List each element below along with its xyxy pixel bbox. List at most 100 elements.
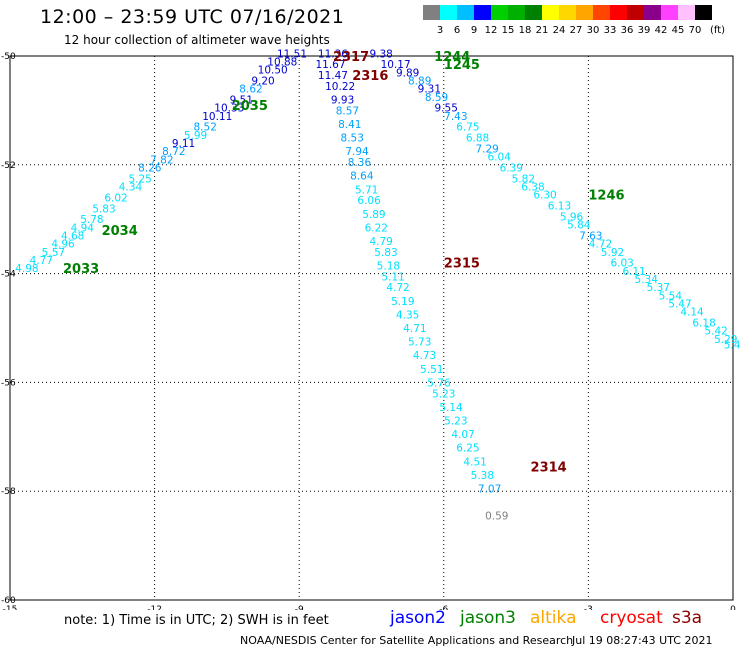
swh-value: 4.72: [386, 282, 409, 294]
colorbar-label: 33: [604, 25, 617, 36]
swh-value: 9.55: [435, 103, 458, 115]
footer-credit: NOAA/NESDIS Center for Satellite Applica…: [240, 634, 574, 647]
swh-value: 9.20: [251, 75, 274, 87]
swh-value: 9.31: [418, 84, 441, 96]
page-title: 12:00 – 23:59 UTC 07/16/2021: [40, 6, 345, 28]
swh-value: 5.34: [635, 274, 659, 286]
swh-value: 8.59: [425, 92, 448, 104]
swh-value: 4.72: [589, 239, 612, 251]
track-time-label: 1244: [434, 50, 470, 65]
swh-value: 7.63: [579, 231, 602, 243]
track-time-label: 2317: [333, 50, 369, 65]
y-tick-label: -54: [1, 270, 16, 280]
swh-value: 5.96: [560, 211, 584, 223]
swh-value: 5.92: [601, 247, 624, 259]
swh-value: 8.62: [239, 84, 262, 96]
swh-value: 5.14: [439, 402, 463, 414]
colorbar-swatch: [627, 5, 644, 20]
swh-value: 5.83: [374, 247, 397, 259]
swh-value: 6.06: [357, 195, 381, 207]
swh-value: 5.18: [377, 260, 400, 272]
track-time-label: 2035: [232, 99, 268, 114]
legend-s3a: s3a: [672, 608, 703, 628]
swh-value: 8.64: [350, 171, 374, 183]
swh-value: 6.02: [104, 192, 127, 204]
colorbar-swatch: [559, 5, 576, 20]
swh-value: 6.11: [622, 266, 645, 278]
swh-value: 4.73: [413, 350, 436, 362]
swh-value: 6.13: [548, 201, 571, 213]
swh-value: 6.75: [456, 122, 479, 134]
colorbar-swatch: [542, 5, 559, 20]
swh-value: 8.36: [348, 157, 372, 169]
swh-value: 5.19: [391, 296, 414, 308]
colorbar-swatch: [440, 5, 457, 20]
swh-value: 5.54: [659, 290, 683, 302]
swh-value: 10.22: [325, 81, 355, 93]
swh-value: 4.77: [30, 255, 53, 267]
legend-jason3: jason3: [460, 608, 516, 628]
colorbar-label: 3: [437, 25, 443, 36]
swh-value: 10.11: [202, 111, 232, 123]
swh-value: 11.51: [277, 48, 307, 60]
swh-value: 5.37: [647, 282, 670, 294]
y-tick-label: -58: [1, 487, 16, 497]
y-tick-label: -52: [1, 161, 16, 171]
swh-value: 5.23: [432, 388, 455, 400]
swh-value: 4.35: [396, 309, 419, 321]
swh-value: 8.26: [138, 163, 162, 175]
x-tick-label: -3: [584, 605, 593, 610]
swh-value: 7.82: [150, 154, 173, 166]
legend-jason2: jason2: [390, 608, 446, 628]
colorbar-swatch: [576, 5, 593, 20]
swh-value: 11.47: [318, 70, 348, 82]
colorbar-swatch: [695, 5, 712, 20]
swh-value: 9.38: [369, 48, 392, 60]
swh-value: 5.38: [471, 470, 494, 482]
swh-value: 9.89: [396, 67, 419, 79]
x-tick-label: -9: [295, 605, 304, 610]
swh-value: 5.44: [724, 339, 740, 351]
colorbar-swatch: [661, 5, 678, 20]
y-tick-label: -56: [1, 378, 16, 388]
swh-value: 4.07: [451, 429, 474, 441]
swh-value: 5.42: [704, 326, 727, 338]
swh-value: 5.83: [92, 203, 115, 215]
x-tick-label: -12: [147, 605, 162, 610]
swh-value: 8.72: [162, 146, 185, 158]
swh-value: 11.67: [315, 59, 345, 71]
swh-value: 5.11: [381, 271, 404, 283]
colorbar-label: 70: [689, 25, 702, 36]
swh-value: 5.71: [355, 184, 378, 196]
track-time-label: 2314: [531, 461, 567, 476]
swh-value: 5.84: [567, 220, 591, 232]
colorbar-label: 24: [553, 25, 566, 36]
colorbar-label: 18: [519, 25, 532, 36]
colorbar-swatch: [678, 5, 695, 20]
colorbar-swatch: [474, 5, 491, 20]
swh-value: 5.29: [714, 334, 737, 346]
track-time-label: 2316: [352, 69, 388, 84]
swh-value: 6.25: [456, 443, 479, 455]
swh-value: 6.88: [466, 133, 489, 145]
swh-value: 6.22: [365, 222, 388, 234]
swh-value: 5.82: [512, 173, 535, 185]
y-tick-label: -60: [1, 596, 16, 606]
swh-value: 6.18: [692, 318, 715, 330]
altimeter-map: -15 -12 -9 -6 -3 0-50-52-54-56-58-604.984.775…: [1, 48, 740, 610]
swh-value: 9.93: [331, 95, 354, 107]
footer-note: note: 1) Time is in UTC; 2) SWH is in fe…: [64, 613, 329, 628]
colorbar-swatch: [610, 5, 627, 20]
track-time-label: 2315: [444, 257, 480, 272]
swh-value: 10.50: [258, 65, 288, 77]
swh-value: 5.57: [42, 247, 65, 259]
swh-colorbar: 3 6 9 12 15 18 21 24 27 30 33 36 39 42 45 70 (ft): [423, 5, 725, 36]
swh-value: 10.88: [267, 56, 297, 68]
colorbar-label: 21: [536, 25, 549, 36]
swh-value: 8.52: [194, 122, 217, 134]
colorbar-label: 15: [502, 25, 515, 36]
colorbar-swatch: [525, 5, 542, 20]
swh-value: 10.17: [381, 59, 411, 71]
track-time-label: 2034: [102, 224, 138, 239]
